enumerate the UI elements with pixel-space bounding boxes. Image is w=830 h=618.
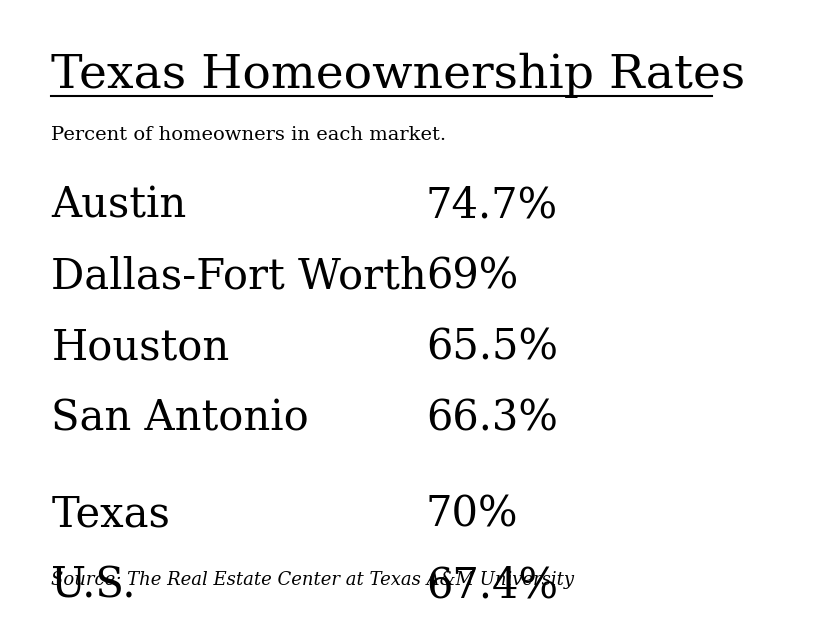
Text: Austin: Austin: [51, 185, 187, 227]
Text: Dallas-Fort Worth: Dallas-Fort Worth: [51, 256, 427, 298]
Text: 66.3%: 66.3%: [426, 397, 558, 439]
Text: Texas Homeownership Rates: Texas Homeownership Rates: [51, 53, 745, 98]
Text: Percent of homeowners in each market.: Percent of homeowners in each market.: [51, 126, 447, 145]
Text: 65.5%: 65.5%: [426, 327, 558, 369]
Text: 69%: 69%: [426, 256, 518, 298]
Text: Source: The Real Estate Center at Texas A&M University: Source: The Real Estate Center at Texas …: [51, 570, 574, 589]
Text: U.S.: U.S.: [51, 564, 136, 606]
Text: 70%: 70%: [426, 493, 518, 535]
Text: 74.7%: 74.7%: [426, 185, 558, 227]
Text: Texas: Texas: [51, 493, 170, 535]
Text: 67.4%: 67.4%: [426, 564, 558, 606]
Text: Houston: Houston: [51, 327, 230, 369]
Text: San Antonio: San Antonio: [51, 397, 309, 439]
